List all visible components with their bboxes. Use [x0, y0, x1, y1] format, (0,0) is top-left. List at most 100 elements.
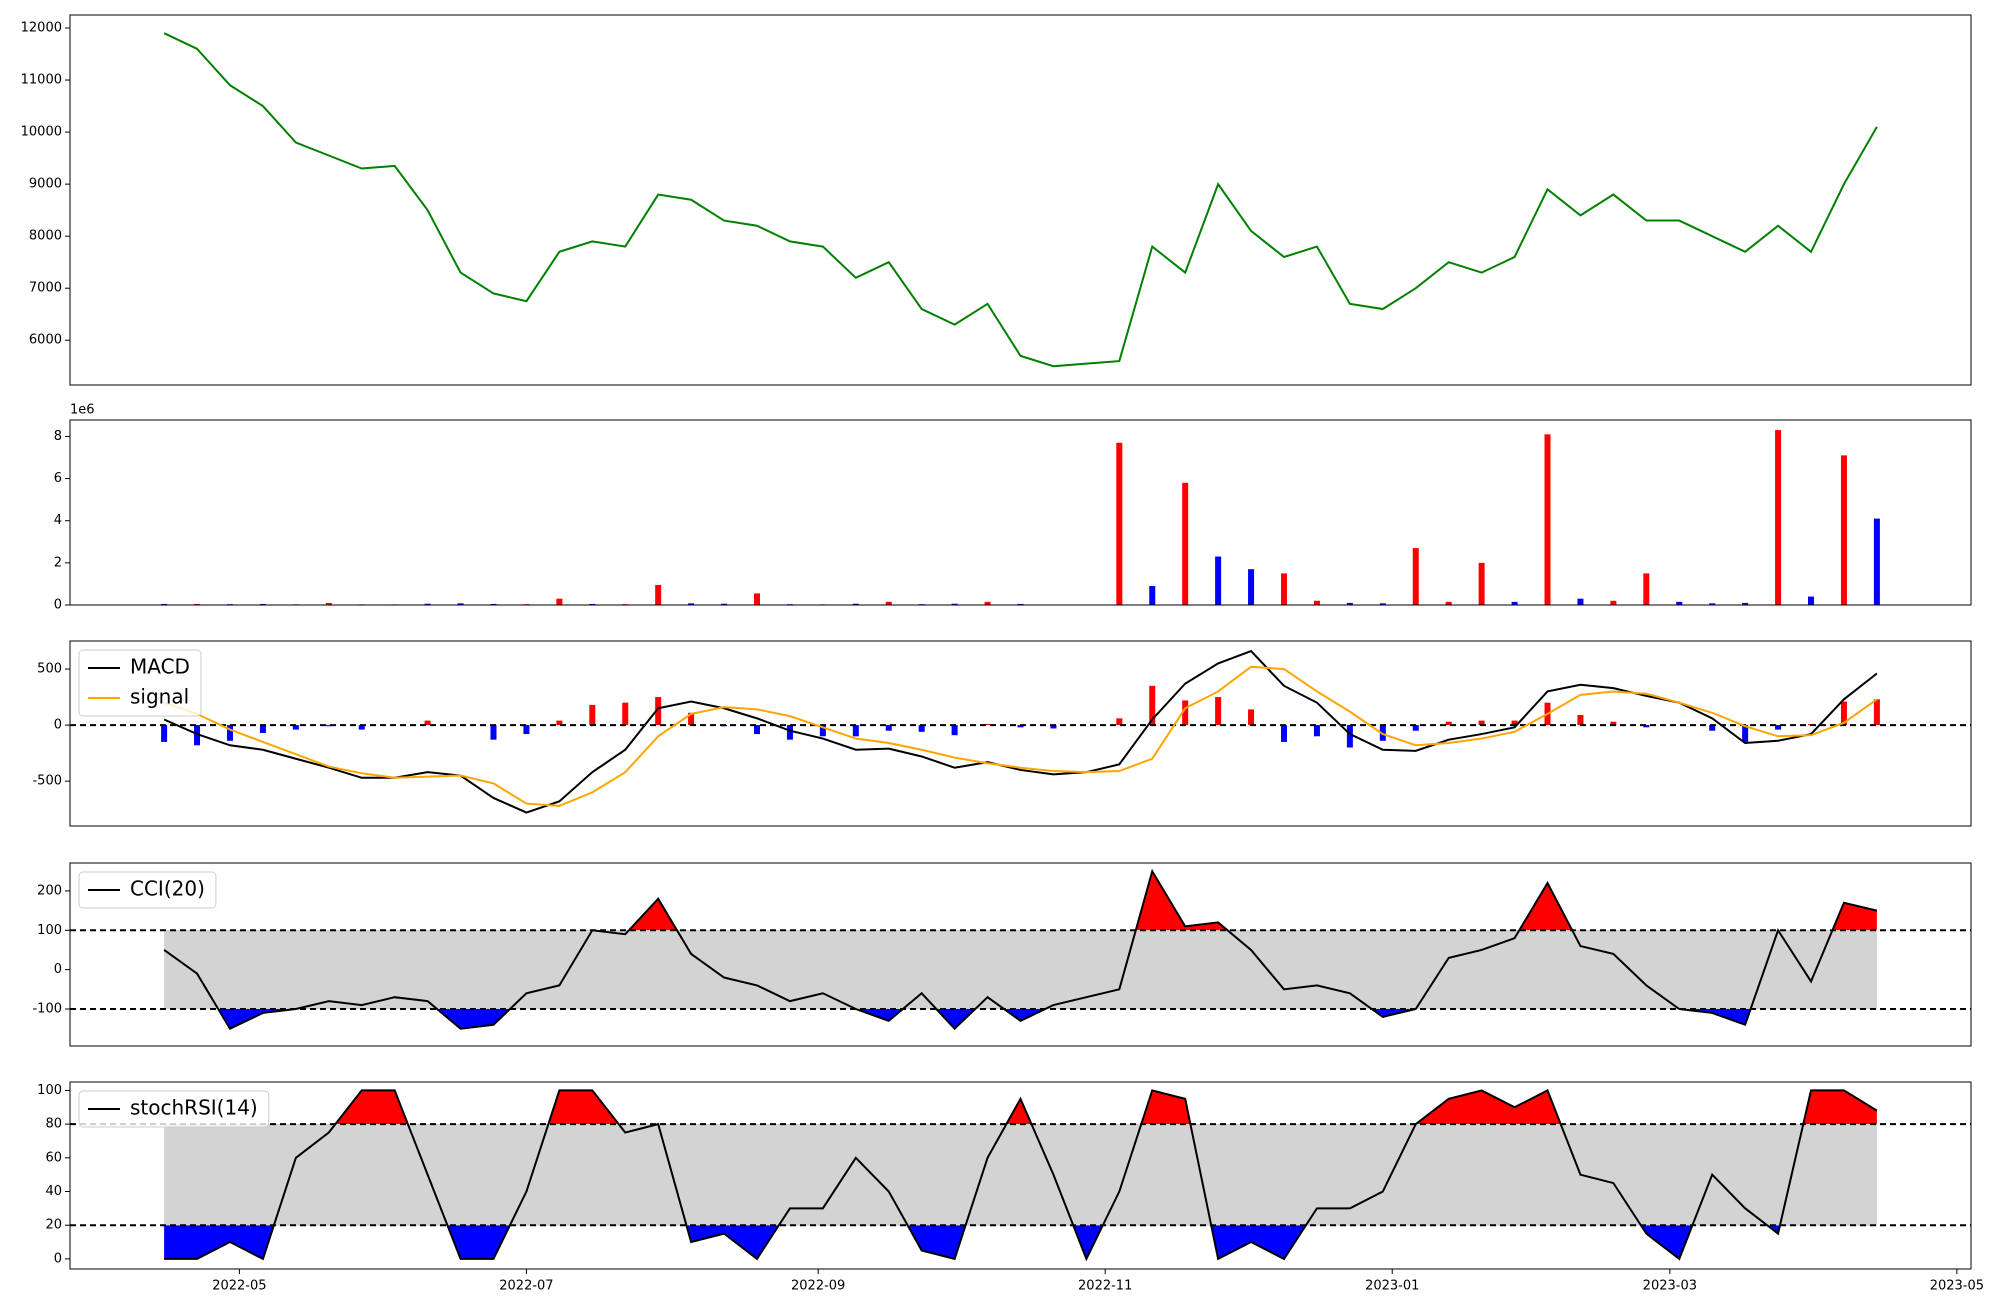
histogram-bar [984, 723, 991, 726]
volume-bar [1445, 601, 1452, 605]
histogram-bar [1610, 721, 1617, 726]
volume-bar [1215, 556, 1222, 605]
volume-bar [161, 603, 168, 605]
volume-bar [1610, 600, 1617, 605]
histogram-bar [1313, 725, 1320, 737]
volume-bar [1840, 455, 1847, 605]
histogram-bar [1215, 697, 1222, 726]
histogram-bar [688, 712, 695, 726]
y-tick-label: -100 [32, 1002, 62, 1017]
volume-bar [984, 601, 991, 605]
histogram-bar [556, 720, 563, 726]
histogram-bar [1873, 699, 1880, 726]
y-tick-label: 0 [54, 598, 62, 613]
volume-bar [1709, 603, 1716, 605]
y-tick-label: 0 [54, 1251, 62, 1266]
volume-bar [1017, 603, 1024, 605]
histogram-bar [1445, 721, 1452, 726]
volume-bar [259, 603, 266, 605]
y-tick-label: 9000 [29, 177, 62, 192]
histogram-bar [161, 725, 168, 742]
volume-bar [1742, 602, 1749, 605]
volume-bar [1544, 434, 1551, 605]
legend: MACD signal [78, 649, 202, 717]
legend-label: CCI(20) [130, 877, 205, 901]
histogram-bar [226, 725, 233, 741]
y-tick-label: 2 [54, 555, 62, 570]
histogram-bar [1182, 700, 1189, 726]
x-tick-label: 2022-07 [499, 1279, 553, 1294]
histogram-bar [1149, 685, 1156, 726]
histogram-bar [918, 725, 925, 732]
volume-bar [852, 603, 859, 605]
histogram-bar [424, 720, 431, 726]
volume-bar [1808, 596, 1815, 605]
histogram-bar [1412, 725, 1419, 731]
y-tick-label: 0 [54, 718, 62, 733]
x-tick-label: 2022-05 [212, 1279, 266, 1294]
panel-frame [69, 862, 1972, 1047]
plot-area [70, 649, 1971, 814]
y-tick-label: 11000 [21, 73, 62, 88]
indicator-line [163, 649, 1878, 814]
x-tick-label: 2023-01 [1365, 1279, 1419, 1294]
volume-bar [1873, 518, 1880, 605]
histogram-bar [655, 697, 662, 726]
histogram-bar [1281, 725, 1288, 742]
y-tick-label: 200 [37, 883, 62, 898]
histogram-bar [1478, 720, 1485, 726]
volume-bar [325, 602, 332, 605]
volume-bar [457, 603, 464, 605]
x-tick-label: 2023-03 [1643, 1279, 1697, 1294]
histogram-bar [1346, 725, 1353, 748]
volume-bar [1149, 586, 1156, 605]
legend-box [78, 871, 217, 909]
y-tick-label: 80 [45, 1117, 62, 1132]
x-tick-label: 2023-05 [1930, 1279, 1984, 1294]
axis-offset-label: 1e6 [70, 403, 95, 418]
x-tick-label: 2022-11 [1078, 1279, 1132, 1294]
panel-frame [69, 640, 1972, 827]
volume-bar [1511, 601, 1518, 605]
y-tick-label: 4 [54, 513, 62, 528]
histogram-bar [1050, 725, 1057, 729]
histogram-bar [1017, 725, 1024, 728]
threshold-band [164, 1124, 1877, 1226]
y-tick-label: 500 [37, 662, 62, 677]
volume-bar [589, 603, 596, 605]
plot-area [70, 868, 1971, 1031]
histogram-bar [589, 704, 596, 726]
threshold-band [164, 930, 1877, 1010]
histogram-bar [1116, 718, 1123, 726]
histogram-bar [1709, 725, 1716, 731]
y-tick-label: -500 [32, 774, 62, 789]
volume-bar [688, 603, 695, 605]
volume-bar [1116, 442, 1123, 605]
plot-area [163, 32, 1878, 368]
legend-label: MACD [130, 655, 190, 679]
indicator-line [163, 868, 1878, 1031]
volume-bar [1412, 548, 1419, 605]
plot-area [161, 430, 1880, 605]
volume-bar [655, 584, 662, 605]
volume-bar [1379, 603, 1386, 605]
legend-label: signal [130, 685, 189, 709]
legend-box [78, 649, 202, 717]
histogram-bar [1577, 715, 1584, 726]
indicator-line [164, 1089, 1878, 1262]
y-tick-label: 100 [37, 1083, 62, 1098]
volume-bar [1248, 569, 1255, 605]
histogram-bar [490, 725, 497, 740]
panel-frame [69, 1081, 1972, 1270]
volume-bar [1478, 562, 1485, 605]
y-tick-label: 20 [45, 1218, 62, 1233]
histogram-bar [1840, 701, 1847, 726]
y-tick-label: 8 [54, 429, 62, 444]
histogram-bar [951, 725, 958, 736]
histogram-bar [852, 725, 859, 737]
volume-bar [1182, 482, 1189, 605]
y-tick-label: 100 [37, 923, 62, 938]
histogram-bar [523, 725, 530, 735]
histogram-bar [1742, 725, 1749, 742]
